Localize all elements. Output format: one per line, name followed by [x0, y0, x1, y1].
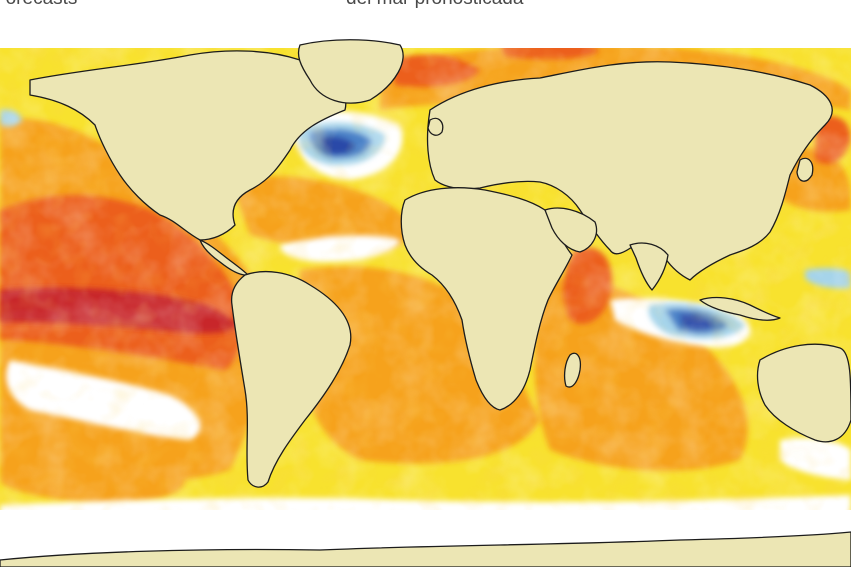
land-layer	[0, 39, 851, 567]
land-south-america	[230, 270, 352, 488]
land-india	[629, 242, 669, 291]
land-antarctica	[0, 531, 851, 567]
land-southeast-asia-islands	[699, 296, 781, 321]
land-africa	[400, 187, 573, 411]
caption-left: Forecasts	[0, 0, 77, 10]
caption-center: del mar pronosticada	[346, 0, 523, 10]
land-europe-asia	[426, 61, 833, 281]
land-arabia	[544, 207, 598, 253]
land-australia	[756, 343, 851, 443]
land-north-america	[29, 50, 347, 241]
caption-strip	[0, 0, 851, 10]
land-greenland	[297, 39, 404, 104]
land-japan	[796, 157, 814, 182]
land-madagascar	[563, 352, 582, 388]
land-british-isles	[427, 117, 444, 136]
